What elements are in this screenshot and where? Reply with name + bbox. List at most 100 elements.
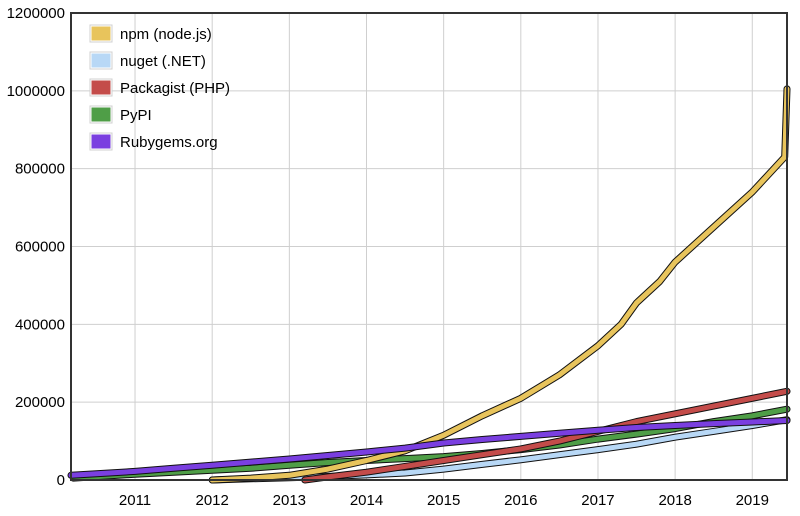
- data-point: [518, 396, 523, 401]
- legend-label: Packagist (PHP): [120, 80, 230, 97]
- x-tick-label: 2015: [427, 492, 460, 509]
- x-tick-label: 2019: [736, 492, 769, 509]
- data-point: [287, 456, 292, 462]
- grid-lines: [71, 12, 787, 481]
- data-point: [672, 435, 678, 440]
- data-point: [402, 456, 408, 461]
- series-layer: [67, 85, 791, 484]
- data-point: [441, 440, 446, 446]
- data-point: [657, 279, 662, 284]
- data-point: [634, 425, 639, 430]
- legend-swatch-border: [89, 78, 113, 97]
- data-point: [595, 447, 601, 452]
- data-point: [441, 458, 446, 463]
- x-tick-label: 2013: [273, 492, 306, 509]
- series-line: [68, 418, 790, 478]
- data-point: [711, 403, 716, 409]
- data-point: [672, 423, 678, 428]
- data-point: [287, 463, 292, 468]
- x-tick-label: 2017: [581, 492, 614, 509]
- data-point: [480, 413, 485, 418]
- legend-swatch-border: [89, 24, 113, 43]
- data-point: [711, 421, 716, 426]
- data-point: [287, 473, 292, 478]
- legend-swatch-border: [89, 51, 113, 70]
- y-tick-label: 200000: [15, 394, 65, 411]
- legend-swatch: [90, 25, 112, 42]
- data-point: [480, 462, 485, 467]
- data-point: [364, 470, 369, 475]
- data-point: [518, 457, 523, 462]
- y-tick-label: 1000000: [7, 83, 65, 100]
- legend-swatch: [90, 79, 112, 96]
- data-point: [325, 460, 331, 465]
- data-point: [672, 411, 678, 416]
- data-point: [171, 466, 176, 471]
- data-point: [750, 413, 755, 418]
- data-point: [711, 429, 716, 434]
- series-4: [67, 417, 791, 479]
- data-point: [634, 419, 639, 424]
- legend-swatch: [90, 52, 112, 69]
- data-point: [634, 300, 639, 306]
- data-point: [132, 469, 138, 474]
- legend-label: Rubygems.org: [120, 134, 218, 151]
- data-point: [634, 442, 639, 447]
- data-point: [248, 459, 253, 465]
- data-point: [557, 372, 562, 378]
- data-point: [480, 452, 485, 457]
- legend-swatch: [90, 133, 112, 150]
- y-axis: 0 200000 400000 600000 800000 1000000 1200000: [7, 5, 65, 489]
- data-point: [750, 396, 755, 401]
- x-tick-label: 2018: [658, 492, 691, 509]
- data-point: [441, 466, 446, 472]
- data-point: [364, 458, 369, 463]
- series-line: [302, 388, 790, 483]
- legend-label: npm (node.js): [120, 26, 212, 43]
- data-point: [618, 322, 624, 327]
- x-tick-label: 2014: [350, 492, 383, 509]
- data-point: [557, 438, 562, 444]
- data-point: [248, 466, 253, 471]
- data-point: [402, 470, 408, 476]
- y-tick-label: 0: [57, 472, 65, 489]
- legend: npm (node.js) nuget (.NET) Packagist (PHP)…: [89, 24, 230, 151]
- x-tick-label: 2011: [119, 492, 151, 509]
- data-point: [750, 189, 755, 195]
- data-point: [634, 431, 639, 437]
- legend-swatch-border: [89, 132, 113, 151]
- series-0: [208, 85, 791, 484]
- data-point: [595, 436, 601, 442]
- data-point: [518, 446, 523, 452]
- y-tick-label: 1200000: [7, 5, 65, 22]
- y-tick-label: 600000: [15, 239, 65, 256]
- data-point: [518, 434, 523, 439]
- legend-label: PyPI: [120, 107, 152, 124]
- data-point: [325, 474, 331, 480]
- data-point: [595, 428, 601, 433]
- data-point: [595, 343, 601, 348]
- legend-swatch-border: [89, 105, 113, 124]
- legend-label: nuget (.NET): [120, 53, 206, 70]
- data-point: [210, 463, 215, 468]
- data-point: [402, 464, 408, 469]
- data-point: [325, 453, 331, 458]
- data-point: [480, 437, 485, 442]
- x-tick-label: 2016: [504, 492, 537, 509]
- y-tick-label: 400000: [15, 316, 65, 333]
- data-point: [557, 452, 562, 457]
- data-point: [325, 466, 331, 472]
- data-point: [210, 468, 215, 473]
- data-point: [711, 224, 716, 230]
- data-point: [672, 259, 678, 265]
- data-point: [364, 449, 369, 455]
- data-point: [782, 154, 787, 160]
- x-tick-label: 2012: [196, 492, 229, 509]
- data-point: [557, 431, 562, 436]
- data-point: [94, 471, 99, 476]
- y-tick-label: 800000: [15, 161, 65, 178]
- data-point: [750, 419, 755, 425]
- legend-swatch: [90, 106, 112, 123]
- data-point: [441, 433, 446, 438]
